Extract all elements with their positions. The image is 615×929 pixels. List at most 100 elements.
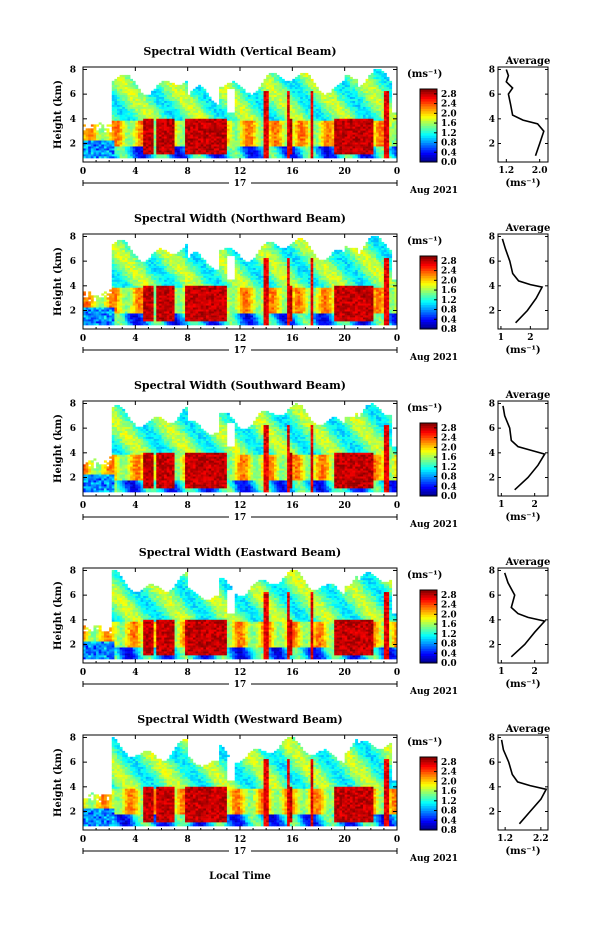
heatmap-cell xyxy=(185,120,188,122)
heatmap-cell xyxy=(271,91,274,93)
heatmap-cell xyxy=(164,99,167,101)
heatmap-cell xyxy=(122,150,125,152)
heatmap-cell xyxy=(298,101,301,103)
heatmap-cell xyxy=(319,142,322,144)
heatmap-cell xyxy=(298,95,301,97)
heatmap-cell xyxy=(177,116,180,118)
heatmap-cell xyxy=(216,118,219,120)
heatmap-cell xyxy=(298,124,301,126)
heatmap-cell xyxy=(190,116,193,118)
heatmap-cell xyxy=(96,136,99,138)
heatmap-cell xyxy=(127,113,130,115)
heatmap-cell xyxy=(292,105,295,107)
heatmap-cell xyxy=(159,107,162,109)
heatmap-cell xyxy=(316,150,319,152)
heatmap-cell xyxy=(274,75,277,77)
heatmap-cell xyxy=(266,138,269,140)
heatmap-cell xyxy=(175,142,178,144)
heatmap-cell xyxy=(295,136,298,138)
heatmap-cell xyxy=(198,130,201,132)
heatmap-cell xyxy=(282,154,285,156)
heatmap-cell xyxy=(196,105,199,107)
heatmap-cell xyxy=(224,120,227,122)
heatmap-cell xyxy=(203,138,206,140)
heatmap-cell xyxy=(274,83,277,85)
heatmap-cell xyxy=(245,146,248,148)
heatmap-cell xyxy=(319,91,322,93)
heatmap-cell xyxy=(133,109,136,111)
heatmap-cell xyxy=(274,79,277,81)
heatmap-cell xyxy=(169,120,172,122)
heatmap-cell xyxy=(295,101,298,103)
heatmap-cell xyxy=(114,111,117,113)
heatmap-cell xyxy=(138,99,141,101)
heatmap-cell xyxy=(114,124,117,126)
heatmap-cell xyxy=(196,134,199,136)
heatmap-cell xyxy=(282,111,285,113)
heatmap-cell xyxy=(185,124,188,126)
heatmap-cell xyxy=(282,95,285,97)
heatmap-cell xyxy=(127,156,130,158)
heatmap-cell xyxy=(172,89,175,91)
heatmap-cell xyxy=(266,91,269,93)
heatmap-cell xyxy=(237,91,240,93)
heatmap-cell xyxy=(308,89,311,91)
heatmap-cell xyxy=(222,132,225,134)
heatmap-cell xyxy=(277,146,280,148)
heatmap-cell xyxy=(235,93,238,95)
heatmap-cell xyxy=(109,146,112,148)
heatmap-cell xyxy=(305,81,308,83)
heatmap-cell xyxy=(169,85,172,87)
heatmap-cell xyxy=(216,148,219,150)
heatmap-cell xyxy=(321,97,324,99)
heatmap-cell xyxy=(245,122,248,124)
heatmap-cell xyxy=(311,85,314,87)
heatmap-cell xyxy=(298,79,301,81)
heatmap-cell xyxy=(313,150,316,152)
heatmap-cell xyxy=(253,132,256,134)
heatmap-cell xyxy=(148,150,151,152)
heatmap-cell xyxy=(122,85,125,87)
heatmap-cell xyxy=(279,91,282,93)
heatmap-cell xyxy=(298,115,301,117)
heatmap-cell xyxy=(303,118,306,120)
heatmap-cell xyxy=(290,87,293,89)
heatmap-cell xyxy=(214,134,217,136)
heatmap-cell xyxy=(230,136,233,138)
heatmap-cell xyxy=(227,152,230,154)
heatmap-cell xyxy=(167,150,170,152)
heatmap-cell xyxy=(224,142,227,144)
heatmap-cell xyxy=(222,146,225,148)
heatmap-cell xyxy=(245,152,248,154)
heatmap-cell xyxy=(206,113,209,115)
heatmap-cell xyxy=(203,140,206,142)
heatmap-cell xyxy=(138,107,141,109)
heatmap-cell xyxy=(277,93,280,95)
heatmap-cell xyxy=(104,150,107,152)
heatmap-cell xyxy=(112,111,115,113)
heatmap-cell xyxy=(298,81,301,83)
heatmap-cell xyxy=(295,132,298,134)
heatmap-cell xyxy=(298,152,301,154)
heatmap-cell xyxy=(290,138,293,140)
heatmap-cell xyxy=(282,105,285,107)
heatmap-cell xyxy=(104,132,107,134)
heatmap-cell xyxy=(125,152,128,154)
heatmap-cell xyxy=(130,105,133,107)
heatmap-cell xyxy=(311,113,314,115)
heatmap-cell xyxy=(169,107,172,109)
heatmap-cell xyxy=(316,138,319,140)
heatmap-cell xyxy=(198,138,201,140)
heatmap-cell xyxy=(324,126,327,128)
heatmap-cell xyxy=(258,89,261,91)
heatmap-cell xyxy=(227,132,230,134)
heatmap-cell xyxy=(120,81,123,83)
heatmap-cell xyxy=(206,120,209,122)
heatmap-cell xyxy=(164,107,167,109)
heatmap-cell xyxy=(329,118,332,120)
heatmap-cell xyxy=(329,148,332,150)
heatmap-cell xyxy=(313,142,316,144)
heatmap-cell xyxy=(127,144,130,146)
heatmap-cell xyxy=(209,99,212,101)
heatmap-cell xyxy=(93,156,96,158)
